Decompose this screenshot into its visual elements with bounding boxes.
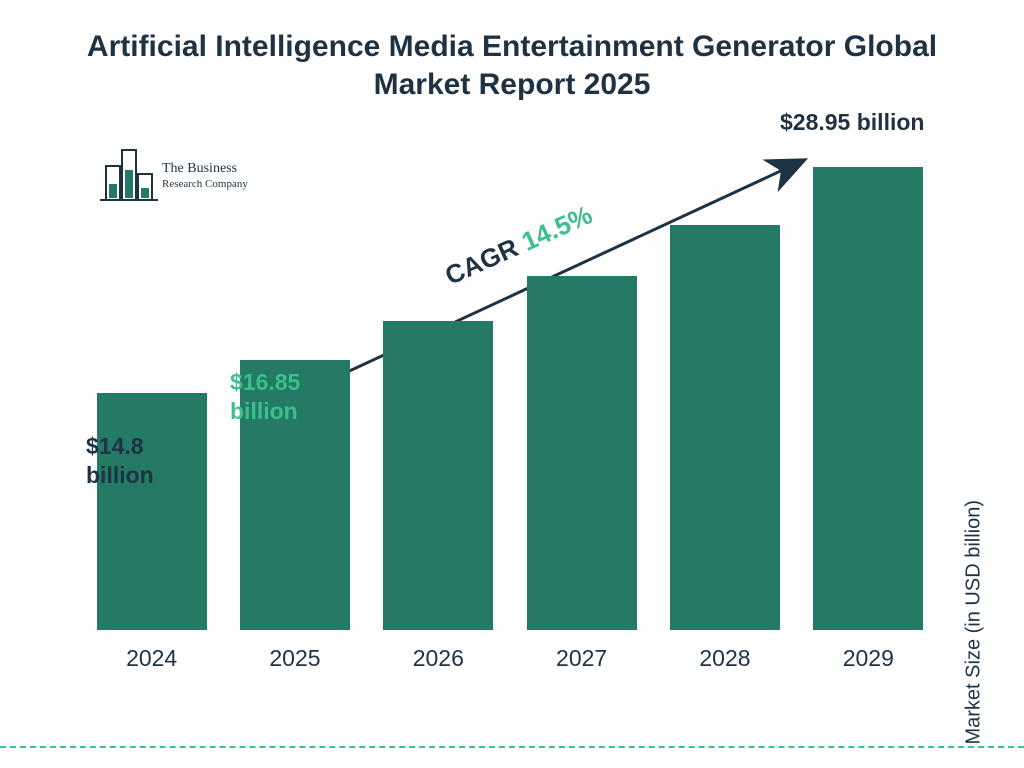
bar: [527, 276, 637, 630]
x-label: 2029: [813, 645, 923, 672]
bar: [383, 321, 493, 630]
y-axis-label: Market Size (in USD billion): [963, 500, 986, 745]
chart-title: Artificial Intelligence Media Entertainm…: [0, 0, 1024, 113]
x-label: 2024: [97, 645, 207, 672]
x-label: 2027: [527, 645, 637, 672]
bar-2027: [527, 276, 637, 630]
bar-2026: [383, 321, 493, 630]
x-axis-labels: 2024 2025 2026 2027 2028 2029: [80, 645, 940, 672]
bar-2024: [97, 393, 207, 630]
bar: [813, 167, 923, 630]
bar-2028: [670, 225, 780, 630]
chart-area: The Business Research Company CAGR 14.5%…: [80, 120, 940, 680]
bars-container: [80, 150, 940, 630]
bottom-divider: [0, 746, 1024, 748]
bar: [670, 225, 780, 630]
value-label: $16.85billion: [230, 368, 300, 426]
value-label: $14.8billion: [86, 432, 154, 490]
bar: [97, 393, 207, 630]
x-label: 2025: [240, 645, 350, 672]
x-label: 2028: [670, 645, 780, 672]
x-label: 2026: [383, 645, 493, 672]
bar-2029: [813, 167, 923, 630]
value-label: $28.95 billion: [780, 108, 924, 137]
